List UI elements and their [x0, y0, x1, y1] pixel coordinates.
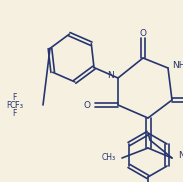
- Text: CF₃: CF₃: [10, 100, 24, 110]
- Text: F: F: [12, 108, 16, 118]
- Text: F: F: [6, 100, 10, 110]
- Text: F: F: [12, 92, 16, 102]
- Text: NH: NH: [172, 60, 183, 70]
- Text: N: N: [107, 70, 114, 80]
- Text: O: O: [83, 100, 91, 110]
- Text: CH₃: CH₃: [102, 153, 116, 163]
- Text: O: O: [139, 29, 147, 39]
- Text: NH: NH: [178, 151, 183, 161]
